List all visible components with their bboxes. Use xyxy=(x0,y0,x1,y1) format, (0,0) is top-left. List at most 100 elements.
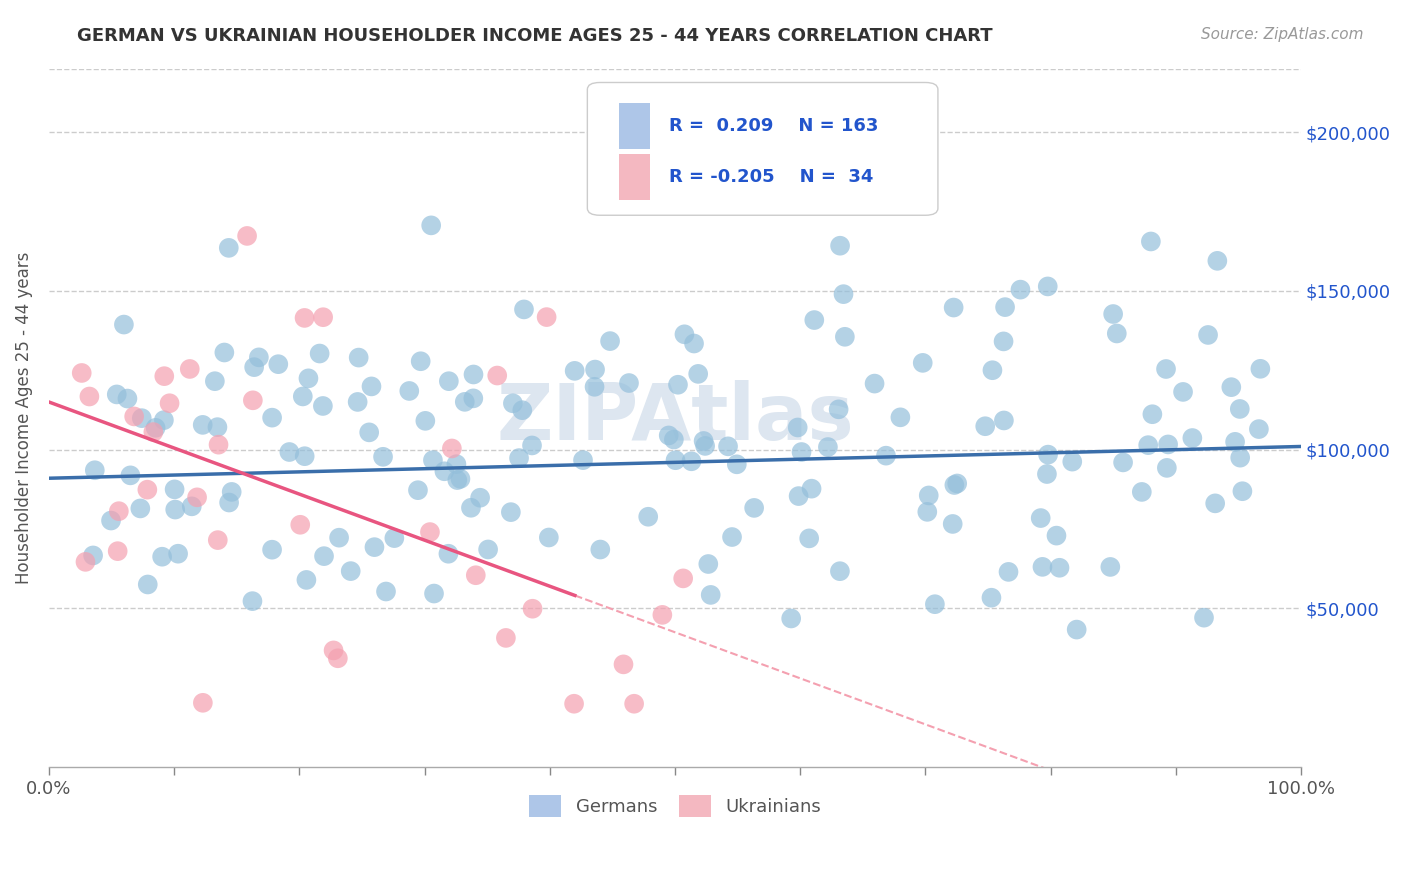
Point xyxy=(1099,560,1122,574)
Point xyxy=(346,395,368,409)
Point xyxy=(440,442,463,456)
Point xyxy=(328,531,350,545)
Point xyxy=(322,643,344,657)
Point xyxy=(911,356,934,370)
Point xyxy=(683,336,706,351)
Point xyxy=(828,238,851,252)
Point xyxy=(204,374,226,388)
Point xyxy=(131,411,153,425)
Point xyxy=(398,384,420,398)
Point xyxy=(363,540,385,554)
Point xyxy=(477,542,499,557)
Point xyxy=(117,392,139,406)
Point xyxy=(214,345,236,359)
Point xyxy=(454,395,477,409)
Point xyxy=(437,374,460,388)
Point xyxy=(295,573,318,587)
Point xyxy=(612,657,634,672)
Point xyxy=(165,502,187,516)
Point xyxy=(946,476,969,491)
Point xyxy=(486,368,509,383)
Point xyxy=(415,414,437,428)
Point xyxy=(294,449,316,463)
Point xyxy=(1156,461,1178,475)
Point xyxy=(186,491,208,505)
Point xyxy=(889,410,911,425)
Point xyxy=(1102,307,1125,321)
Text: Source: ZipAtlas.com: Source: ZipAtlas.com xyxy=(1201,27,1364,42)
Point xyxy=(499,505,522,519)
Point xyxy=(218,495,240,509)
Point xyxy=(406,483,429,498)
Point xyxy=(742,500,765,515)
Point xyxy=(297,371,319,385)
Point xyxy=(1140,235,1163,249)
Point xyxy=(468,491,491,505)
Point xyxy=(1036,448,1059,462)
Point xyxy=(583,362,606,376)
Point xyxy=(1229,450,1251,465)
Point xyxy=(725,458,748,472)
Legend: Germans, Ukrainians: Germans, Ukrainians xyxy=(522,789,828,824)
Point xyxy=(495,631,517,645)
Point xyxy=(695,439,717,453)
Point xyxy=(136,577,159,591)
Point xyxy=(142,425,165,439)
Point xyxy=(664,453,686,467)
Point xyxy=(637,509,659,524)
Point xyxy=(1247,422,1270,436)
Point xyxy=(617,376,640,390)
Point xyxy=(997,565,1019,579)
Point xyxy=(1112,455,1135,469)
Point xyxy=(163,483,186,497)
Point xyxy=(375,584,398,599)
Point xyxy=(347,351,370,365)
Point xyxy=(1220,380,1243,394)
Point xyxy=(291,389,314,403)
Point xyxy=(537,531,560,545)
Point xyxy=(800,482,823,496)
FancyBboxPatch shape xyxy=(588,82,938,215)
Point xyxy=(688,367,710,381)
Point xyxy=(167,547,190,561)
Point xyxy=(599,334,621,348)
Point xyxy=(207,438,229,452)
Point xyxy=(122,409,145,424)
Point xyxy=(787,489,810,503)
Point xyxy=(262,542,284,557)
Point xyxy=(502,396,524,410)
Point xyxy=(218,241,240,255)
Point xyxy=(112,318,135,332)
Point xyxy=(562,697,585,711)
Point xyxy=(918,488,941,502)
Point xyxy=(522,601,544,615)
Point xyxy=(105,387,128,401)
Point xyxy=(191,696,214,710)
Point xyxy=(658,428,681,442)
Point xyxy=(242,393,264,408)
Point xyxy=(70,366,93,380)
Point xyxy=(150,549,173,564)
Point xyxy=(419,524,441,539)
Point xyxy=(1010,283,1032,297)
Point xyxy=(1154,362,1177,376)
Point xyxy=(513,302,536,317)
Point xyxy=(446,457,468,471)
Point xyxy=(83,463,105,477)
Point xyxy=(278,445,301,459)
Point xyxy=(917,505,939,519)
Point xyxy=(207,420,229,434)
Point xyxy=(993,334,1015,349)
Point xyxy=(382,531,405,545)
Point xyxy=(359,425,381,440)
Point xyxy=(191,417,214,432)
Point xyxy=(943,478,966,492)
Point xyxy=(312,310,335,325)
Point xyxy=(508,451,530,466)
Point xyxy=(236,228,259,243)
Point xyxy=(1045,528,1067,542)
Point xyxy=(145,421,167,435)
Point xyxy=(153,413,176,427)
Point xyxy=(520,438,543,452)
Point xyxy=(863,376,886,391)
